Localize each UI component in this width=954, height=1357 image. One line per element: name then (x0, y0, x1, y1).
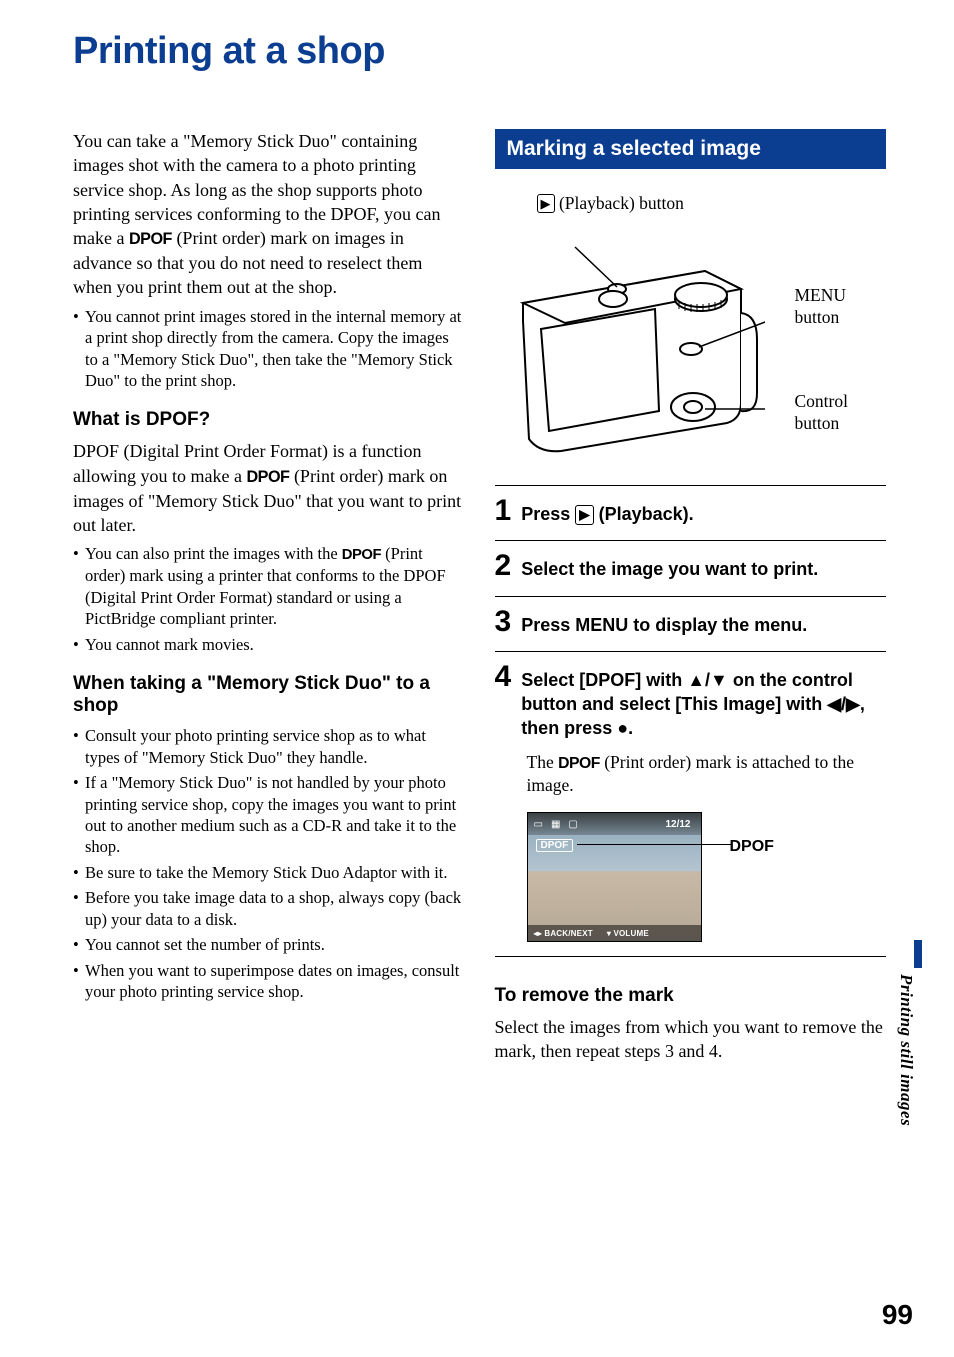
side-tab-label: Printing still images (896, 974, 916, 1126)
callout-playback-text: (Playback) button (555, 193, 684, 213)
step-2: 2 Select the image you want to print. (495, 540, 887, 595)
back-next-label: ◂▸ BACK/NEXT (534, 929, 593, 938)
step-1: 1 Press ▶ (Playback). (495, 485, 887, 540)
heading-what-is-dpof: What is DPOF? (73, 409, 465, 431)
right-column: Marking a selected image (495, 129, 887, 1070)
dpof-paragraph: DPOF (Digital Print Order Format) is a f… (73, 439, 465, 537)
list-item: When you want to superimpose dates on im… (73, 960, 465, 1003)
heading-to-remove: To remove the mark (495, 985, 887, 1007)
dpof-icon: DPOF (246, 468, 289, 486)
callout-menu: MENU button (795, 285, 875, 329)
preview-bottom-bar: ◂▸ BACK/NEXT ▾ VOLUME (528, 925, 701, 941)
step-body: The DPOF (Print order) mark is attached … (527, 751, 887, 798)
step-number: 4 (495, 662, 512, 692)
list-item: You cannot set the number of prints. (73, 934, 465, 955)
preview-top-bar: ▭ ▦ ▢ 12/12 (528, 813, 701, 835)
camera-screen-preview: ▭ ▦ ▢ 12/12 DPOF ◂▸ BACK/NEXT ▾ VOLUME (527, 812, 702, 942)
battery-icon: ▭ (534, 819, 543, 830)
step-number: 2 (495, 551, 512, 581)
side-tab: Printing still images (896, 940, 922, 1160)
camera-diagram: ▶ (Playback) button MENU button Control … (495, 193, 887, 473)
to-remove-body: Select the images from which you want to… (495, 1015, 887, 1064)
list-item: You cannot print images stored in the in… (73, 306, 465, 392)
bullet-before: You can also print the images with the (85, 544, 342, 563)
step-number: 1 (495, 496, 512, 526)
step4-body-before: The (527, 752, 559, 772)
dpof-icon: DPOF (129, 230, 172, 248)
step-4: 4 Select [DPOF] with ▲/▼ on the control … (495, 651, 887, 957)
dpof-badge: DPOF (536, 839, 574, 852)
page-title: Printing at a shop (73, 30, 886, 73)
list-item: Before you take image data to a shop, al… (73, 887, 465, 930)
pointer-line (577, 844, 732, 845)
size-icon: ▦ (551, 819, 560, 830)
list-item: If a "Memory Stick Duo" is not handled b… (73, 772, 465, 858)
step-title: Select [DPOF] with ▲/▼ on the control bu… (521, 668, 886, 741)
page-number: 99 (882, 1299, 913, 1331)
list-item: Be sure to take the Memory Stick Duo Ada… (73, 862, 465, 883)
heading-when-taking: When taking a "Memory Stick Duo" to a sh… (73, 673, 465, 717)
playback-icon: ▶ (537, 194, 555, 213)
dpof-pointer-label: DPOF (730, 838, 774, 856)
intro-bullets: You cannot print images stored in the in… (73, 306, 465, 392)
list-item: You cannot mark movies. (73, 634, 465, 655)
preview-row: ▭ ▦ ▢ 12/12 DPOF ◂▸ BACK/NEXT ▾ VOLUME (527, 812, 887, 942)
callout-control: Control button (795, 391, 875, 435)
step-number: 3 (495, 607, 512, 637)
list-item: Consult your photo printing service shop… (73, 725, 465, 768)
left-column: You can take a "Memory Stick Duo" contai… (73, 129, 465, 1070)
step1-before: Press (521, 504, 575, 524)
dpof-icon: DPOF (558, 755, 600, 772)
folder-icon: ▢ (568, 819, 577, 830)
side-tab-bar (914, 940, 922, 968)
section-title-bar: Marking a selected image (495, 129, 887, 169)
preview-count: 12/12 (665, 819, 690, 830)
shop-bullets: Consult your photo printing service shop… (73, 725, 465, 1002)
step-3: 3 Press MENU to display the menu. (495, 596, 887, 651)
callout-playback: ▶ (Playback) button (537, 193, 684, 215)
list-item: You can also print the images with the D… (73, 543, 465, 630)
intro-paragraph: You can take a "Memory Stick Duo" contai… (73, 129, 465, 300)
playback-icon: ▶ (575, 505, 593, 525)
step1-after: (Playback). (594, 504, 694, 524)
dpof-icon: DPOF (342, 547, 381, 563)
step-title: Press MENU to display the menu. (521, 613, 807, 637)
step-title: Press ▶ (Playback). (521, 502, 693, 526)
volume-label: ▾ VOLUME (607, 929, 649, 938)
dpof-bullets: You can also print the images with the D… (73, 543, 465, 655)
step-title: Select the image you want to print. (521, 557, 818, 581)
camera-illustration (505, 243, 765, 463)
